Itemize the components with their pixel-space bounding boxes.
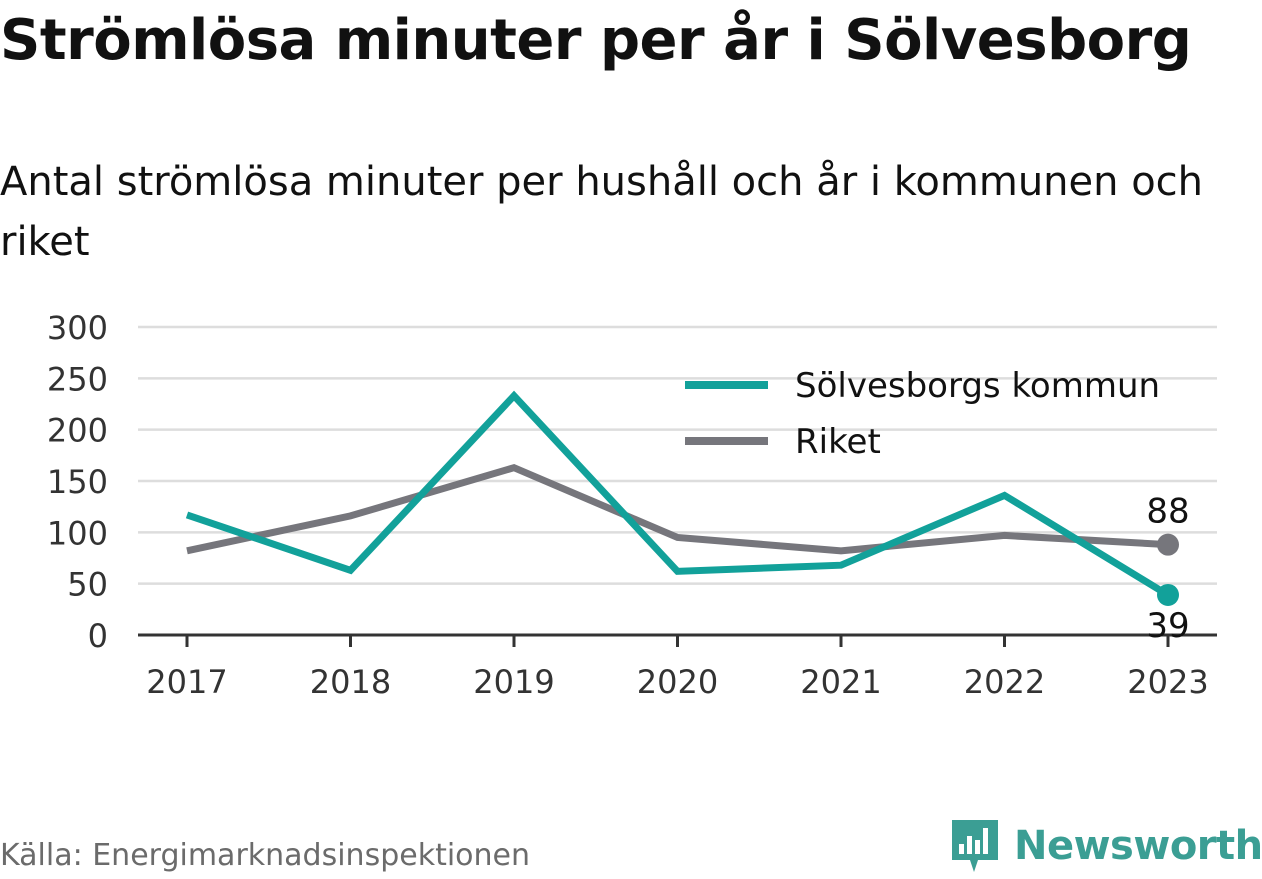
y-tick-label: 250 <box>47 360 108 398</box>
series-line-kommun <box>185 390 1170 598</box>
x-tick-label: 2018 <box>310 663 391 701</box>
chart-subtitle: Antal strömlösa minuter per hushåll och … <box>0 159 1204 265</box>
x-tick-label: 2020 <box>637 663 718 701</box>
chart-title: Strömlösa minuter per år i Sölvesborg <box>0 8 1192 73</box>
y-tick-label: 200 <box>47 412 108 450</box>
x-tick-label: 2023 <box>1127 663 1208 701</box>
series-line-riket <box>186 463 1169 555</box>
y-tick-label: 300 <box>47 309 108 347</box>
source-note: Källa: Energimarknadsinspektionen <box>0 838 531 873</box>
y-tick-label: 100 <box>47 514 108 552</box>
x-tick-label: 2019 <box>473 663 554 701</box>
y-tick-label: 150 <box>47 463 108 501</box>
logo-text: Newsworthy <box>1014 823 1262 869</box>
x-tick-label: 2022 <box>964 663 1045 701</box>
data-label-kommun: 39 <box>1146 606 1189 646</box>
newsworthy-logo: Newsworthy <box>950 818 1262 874</box>
x-tick-label: 2021 <box>800 663 881 701</box>
y-tick-label: 0 <box>88 617 108 655</box>
legend-label: Riket <box>795 422 881 462</box>
line-chart: 0 50 100 150 200 250 300 2017 2018 2019 2020 2021 2… <box>47 309 1217 701</box>
legend-label: Sölvesborgs kommun <box>795 366 1160 406</box>
x-tick-label: 2017 <box>146 663 227 701</box>
end-point-kommun <box>1157 583 1179 606</box>
y-tick-label: 50 <box>67 566 108 604</box>
end-point-riket <box>1157 533 1179 556</box>
data-label-riket: 88 <box>1146 492 1189 532</box>
newsworthy-logo-icon <box>952 820 998 872</box>
